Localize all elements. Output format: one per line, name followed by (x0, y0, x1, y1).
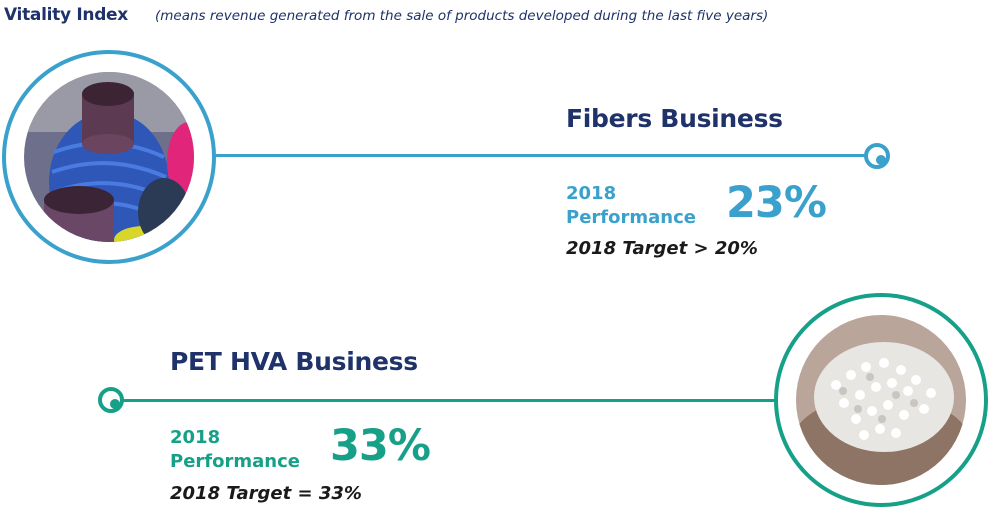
white-pellets-in-hand-photo (796, 315, 966, 485)
fibers-business-title: Fibers Business (566, 104, 783, 133)
fibers-connector-line (215, 154, 871, 157)
pellets-illustration (796, 315, 966, 485)
fibers-performance-value: 23% (726, 178, 827, 228)
fibers-performance-label: 2018 Performance (566, 182, 696, 230)
yarn-spools-photo (24, 72, 194, 242)
fibers-performance-text: Performance (566, 207, 696, 228)
pet-connector-line (120, 399, 776, 402)
fibers-image-frame (2, 50, 216, 264)
pet-target: 2018 Target = 33% (170, 483, 362, 504)
pet-business-title: PET HVA Business (170, 347, 418, 376)
pet-performance-value: 33% (330, 421, 431, 471)
pet-performance-year: 2018 (170, 427, 221, 448)
fibers-timeline-node (864, 143, 890, 169)
pet-performance-label: 2018 Performance (170, 426, 300, 474)
pet-image-frame (774, 293, 988, 507)
fibers-node-dot (876, 155, 886, 165)
pet-performance-text: Performance (170, 451, 300, 472)
pet-node-dot (110, 399, 120, 409)
fibers-target: 2018 Target > 20% (566, 238, 758, 259)
yarn-spools-illustration (24, 72, 194, 242)
pet-timeline-node (98, 387, 124, 413)
page-title: Vitality Index (4, 5, 128, 25)
fibers-performance-year: 2018 (566, 183, 617, 204)
page-subtitle: (means revenue generated from the sale o… (155, 8, 769, 24)
